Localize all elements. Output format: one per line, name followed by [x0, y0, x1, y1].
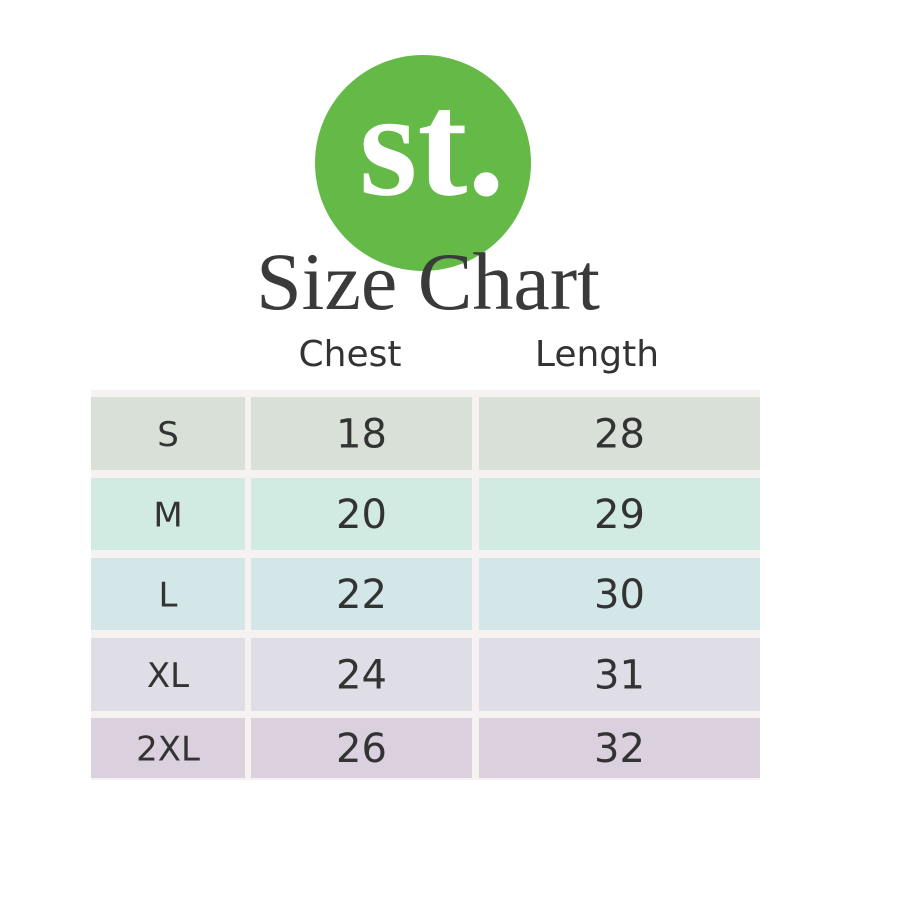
table-cell: [479, 638, 760, 711]
table-cell: [91, 718, 245, 778]
measurement: 20: [336, 492, 387, 538]
measurement: 22: [336, 572, 387, 618]
table-cell: [479, 478, 760, 550]
table-cell: [251, 397, 472, 470]
measurement: 26: [336, 726, 387, 772]
size-label: M: [153, 496, 182, 536]
measurement: 18: [336, 412, 387, 458]
column-header: Length: [535, 334, 659, 375]
table-cell: [479, 558, 760, 630]
table-cell: [91, 638, 245, 711]
table-cell: [251, 718, 472, 778]
logo-text: st.: [359, 61, 505, 227]
table-cell: [91, 478, 245, 550]
title: Size Chart: [256, 236, 600, 327]
table-cell: [251, 638, 472, 711]
measurement: 24: [336, 653, 387, 699]
size-label: S: [157, 415, 179, 455]
table-cell: [251, 558, 472, 630]
column-header: Chest: [299, 334, 402, 375]
measurement: 32: [594, 726, 645, 772]
size-label: L: [159, 576, 178, 616]
measurement: 30: [594, 572, 645, 618]
logo-circle: [315, 55, 531, 271]
measurement: 29: [594, 492, 645, 538]
measurement: 28: [594, 412, 645, 458]
table-cell: [91, 397, 245, 470]
table-cell: [91, 558, 245, 630]
table-cell: [479, 397, 760, 470]
table-cell: [479, 718, 760, 778]
measurement: 31: [594, 653, 645, 699]
table-cell: [251, 478, 472, 550]
size-label: XL: [147, 656, 189, 696]
size-label: 2XL: [136, 730, 200, 770]
